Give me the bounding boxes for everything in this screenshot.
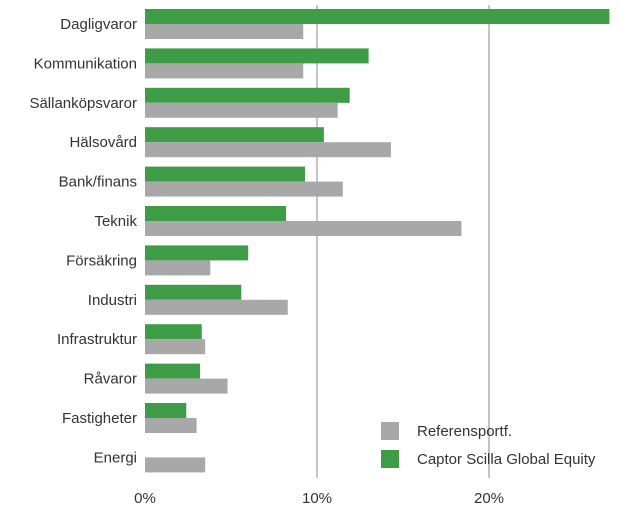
bar-referens-fastigheter — [145, 418, 197, 433]
legend-swatch-captor — [381, 450, 399, 468]
category-label: Sällanköpsvaror — [29, 95, 137, 112]
category-labels: Dagligvaror Kommunikation Sällanköpsvaror H… — [29, 16, 137, 466]
category-label: Försäkring — [66, 252, 137, 269]
category-label: Bank/finans — [59, 174, 137, 191]
bar-referens-energi — [145, 457, 206, 473]
category-label: Infrastruktur — [57, 331, 137, 348]
category-label: Kommunikation — [34, 55, 137, 72]
category-label: Råvaror — [84, 371, 137, 388]
bar-captor-f-rs-kring — [145, 245, 249, 261]
bar-referens-r-varor — [145, 378, 228, 394]
category-label: Fastigheter — [62, 410, 137, 427]
bar-captor-kommunikation — [145, 48, 369, 64]
category-label: Dagligvaror — [60, 16, 137, 33]
x-tick-label: 0% — [134, 490, 156, 507]
category-label: Hälsovård — [69, 134, 137, 151]
bar-captor-h-lsov-rd — [145, 127, 324, 143]
bar-captor-dagligvaror — [145, 9, 610, 24]
bar-referens-teknik — [145, 221, 462, 236]
bar-referens-h-lsov-rd — [145, 142, 391, 158]
bar-captor-infrastruktur — [145, 324, 202, 340]
bar-captor-r-varor — [145, 363, 201, 379]
bar-captor-fastigheter — [145, 403, 187, 418]
bar-captor-bank-finans — [145, 166, 305, 182]
bar-referens-bank-finans — [145, 181, 343, 197]
bar-referens-kommunikation — [145, 63, 304, 79]
bars — [145, 9, 610, 473]
legend-swatch-referensportf — [381, 422, 399, 440]
legend-label-referensportf: Referensportf. — [417, 423, 512, 440]
legend-label-captor: Captor Scilla Global Equity — [417, 451, 596, 468]
category-label: Teknik — [94, 213, 137, 230]
legend: Referensportf. Captor Scilla Global Equi… — [381, 422, 596, 468]
bar-referens-infrastruktur — [145, 339, 206, 355]
x-tick-label: 10% — [302, 490, 332, 507]
category-label: Industri — [88, 292, 137, 309]
bar-captor-industri — [145, 284, 242, 300]
bar-referens-s-llank-psvaror — [145, 102, 338, 118]
bar-referens-industri — [145, 299, 288, 315]
bar-referens-f-rs-kring — [145, 260, 211, 276]
x-tick-label: 20% — [474, 490, 504, 507]
bar-captor-s-llank-psvaror — [145, 87, 350, 103]
bar-referens-dagligvaror — [145, 24, 304, 39]
bar-captor-teknik — [145, 206, 287, 221]
gridlines — [316, 5, 490, 478]
x-tick-labels: 0% 10% 20% — [134, 490, 504, 507]
category-label: Energi — [94, 449, 137, 466]
